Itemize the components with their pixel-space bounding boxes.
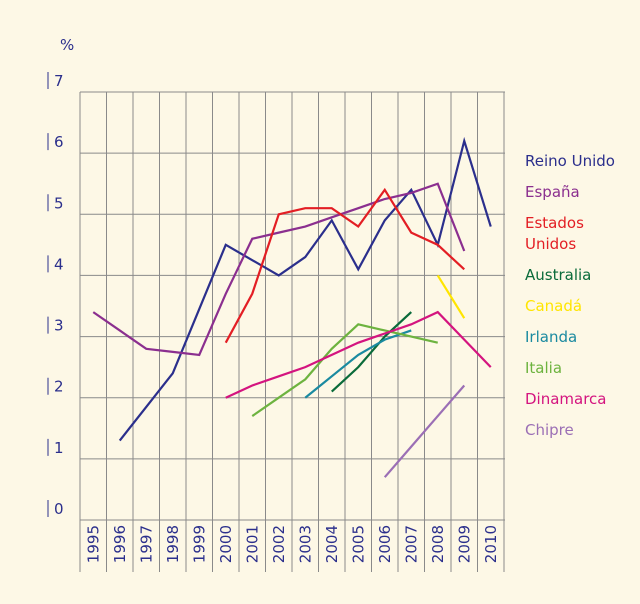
legend-entry: Estados Unidos [525,214,584,253]
series-line [331,311,412,393]
legend-entry: Reino Unido [525,152,615,170]
series-line [383,384,466,478]
x-tick-label: 2003 [296,525,314,563]
y-tick-label: 7 [54,72,64,90]
x-tick-label: 2004 [323,525,341,563]
x-tick-label: 2000 [217,525,235,563]
y-axis-label: % [60,36,74,54]
series-line [118,136,492,442]
x-tick-label: 2010 [482,525,500,563]
x-tick-label: 1995 [84,525,102,563]
y-tick-label: 1 [54,439,64,457]
x-tick-label: 2007 [402,525,420,563]
y-tick-label: 3 [54,317,64,335]
legend-entry: Australia [525,266,592,284]
legend-entry: Irlanda [525,328,578,346]
x-tick-label: 1999 [190,525,208,563]
series-line [251,323,438,417]
x-tick-label: 1998 [164,525,182,563]
x-tick-label: 2006 [376,525,394,563]
x-tick-label: 2009 [455,525,473,563]
x-tick-label: 1997 [137,525,155,563]
y-tick-label: 4 [54,255,64,273]
x-tick-label: 2002 [270,525,288,563]
legend-entry: Dinamarca [525,390,607,408]
series-line [92,182,466,357]
y-tick-label: 0 [54,500,64,518]
legend: Reino Unido España Estados Unidos Australia… [525,151,615,441]
series-line [304,329,412,399]
x-tick-label: 2008 [429,525,447,563]
series-line [225,310,492,399]
y-tick-label: 6 [54,133,64,151]
x-tick-label: 2001 [243,525,261,563]
legend-entry: Canadá [525,297,583,315]
y-tick-label: 2 [54,378,64,396]
legend-entry: Chipre [525,421,574,439]
legend-entry: Italia [525,359,563,377]
y-tick-label: 5 [54,194,64,212]
series-line [224,187,465,344]
x-tick-label: 1996 [111,525,129,563]
x-tick-label: 2005 [349,525,367,563]
series-line [436,274,466,319]
legend-entry: España [525,183,580,201]
